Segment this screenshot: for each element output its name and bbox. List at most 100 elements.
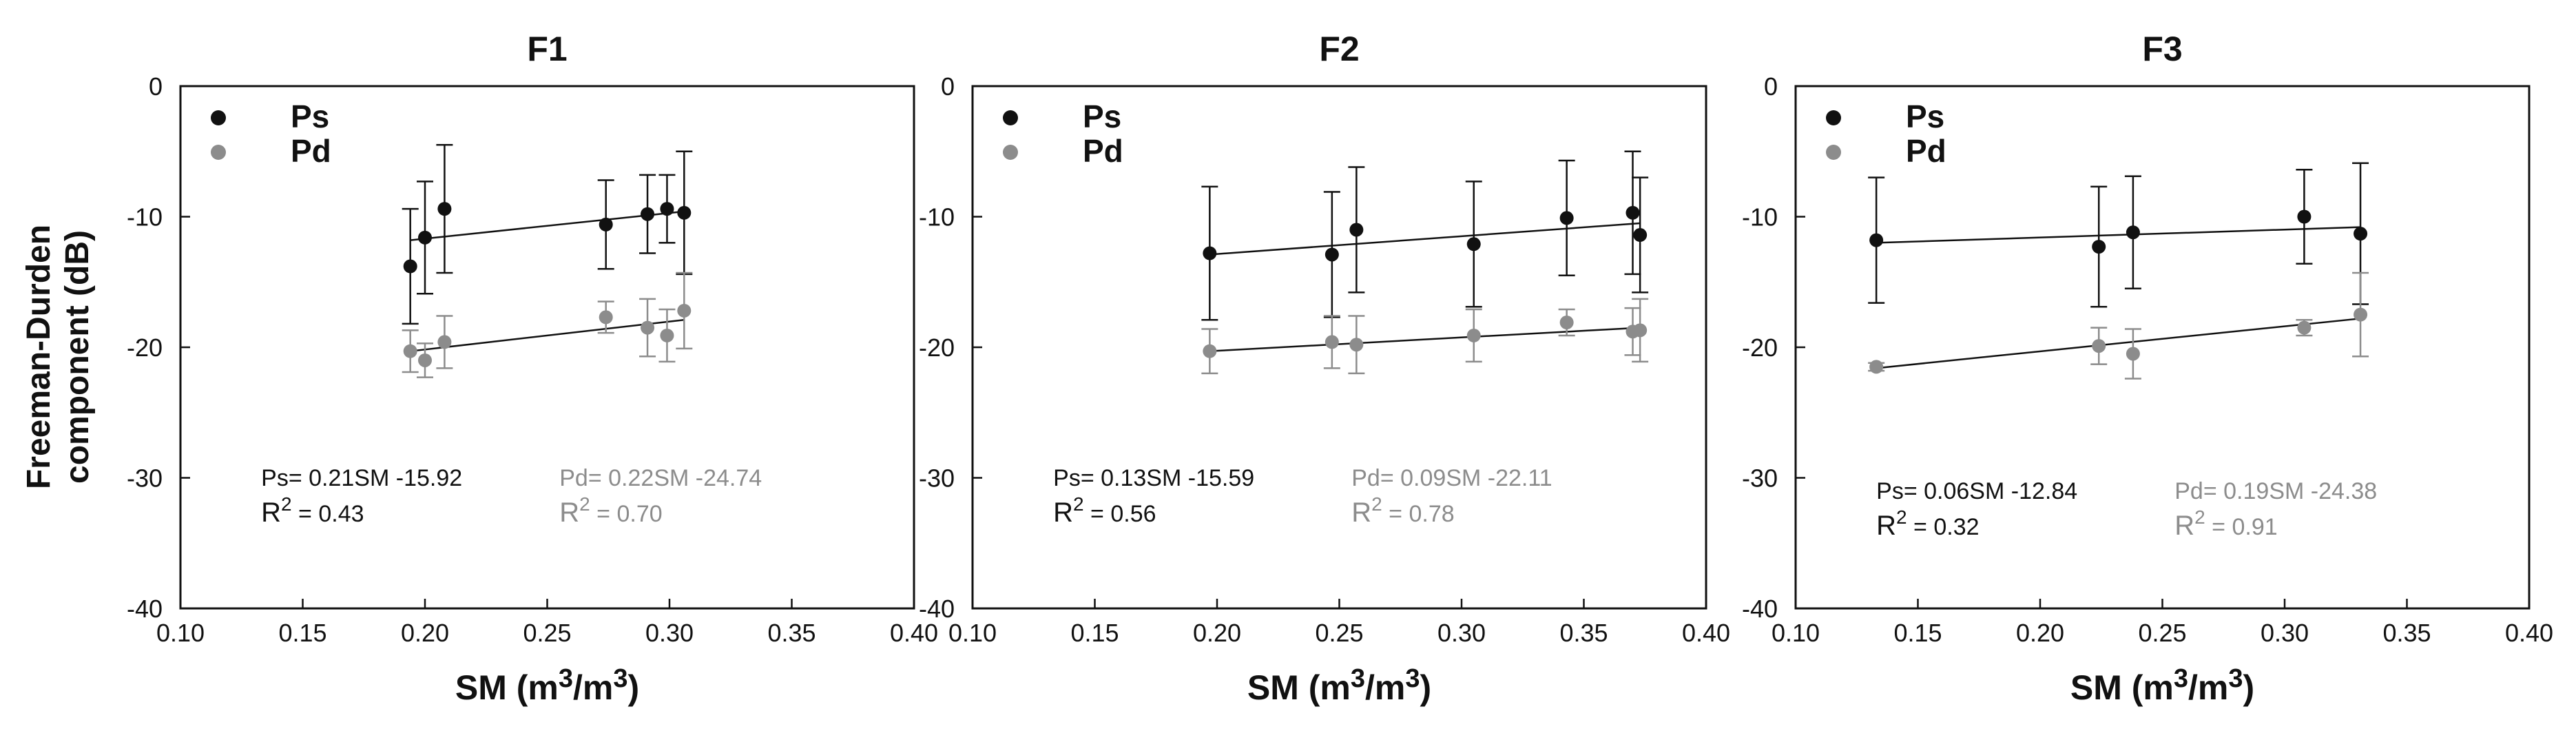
y-tick-label: -40 [1742,595,1778,623]
data-point-ps [1559,211,1574,225]
x-axis-label: SM (m3/m3) [1247,664,1431,707]
x-axis-label-end: ) [1420,668,1431,707]
r-squared-sup: 2 [1073,493,1084,515]
x-axis-label-main: SM (m [2070,668,2174,707]
chart-panel-f3: F3 0.10 0.15 0.20 0.25 0.30 0.35 0.40 0 -10 -20 -30… [1742,30,2553,707]
x-axis-label-sup: 3 [1351,664,1365,693]
fit-r-squared: R2 = 0.78 [1351,493,1454,528]
legend-marker-ps [1003,110,1018,125]
data-point-ps [1869,233,1884,247]
chart-title: F3 [2142,30,2182,68]
legend-label-pd: Pd [291,133,331,169]
data-point-ps [1466,237,1481,251]
y-tick-label: 0 [149,72,163,101]
y-tick-label: -10 [127,203,163,232]
x-tick-label: 0.25 [1315,619,1363,647]
x-axis-label-sup: 3 [2228,664,2243,693]
data-point-pd [403,344,417,358]
y-tick-label: 0 [1764,72,1778,101]
fit-line-ps [410,210,685,241]
y-axis-label-line1: Freeman-Durden [21,225,57,489]
r-squared-label: R [1053,497,1073,528]
r-squared-sup: 2 [1896,506,1907,528]
fit-equation: Pd= 0.19SM -24.38 [2174,478,2377,504]
r-squared-sup: 2 [281,493,292,515]
x-axis-label-sup: 3 [559,664,573,693]
r-squared-sup: 2 [1371,493,1382,515]
y-tick-label: -30 [1742,464,1778,493]
data-point-ps [1349,223,1364,237]
x-tick-label: 0.40 [890,619,938,647]
legend-label-ps: Ps [291,99,329,134]
data-point-ps [599,217,613,232]
data-point-pd [660,328,674,342]
data-point-pd [2126,347,2140,361]
y-tick-label: -10 [919,203,955,232]
r-squared-label: R [1351,497,1371,528]
legend-label-pd: Pd [1083,133,1123,169]
x-axis-label-end: ) [2243,668,2254,707]
data-point-ps [437,202,452,216]
x-axis-label-mid: /m [2188,668,2228,707]
x-tick-label: 0.15 [1893,619,1942,647]
y-tick-label: 0 [941,72,955,101]
x-tick-label: 0.25 [2138,619,2186,647]
fit-r-squared: R2 = 0.43 [261,493,364,528]
chart-title: F2 [1319,30,1359,68]
x-axis-label-sup: 3 [1405,664,1420,693]
fit-r-squared: R2 = 0.91 [2174,506,2277,541]
y-tick-label: -30 [127,464,163,493]
data-point-pd [1203,344,1217,358]
legend-marker-pd [1826,145,1841,160]
r-squared-value: = 0.91 [2205,514,2278,540]
data-point-ps [1325,247,1339,262]
legend-marker-pd [1003,145,1018,160]
data-point-ps [403,259,417,274]
chart-title: F1 [527,30,567,68]
x-axis-label-mid: /m [573,668,613,707]
x-tick-label: 0.35 [2382,619,2431,647]
data-point-pd [418,353,432,367]
x-tick-label: 0.10 [156,619,205,647]
x-tick-label: 0.20 [1193,619,1241,647]
fit-r-squared: R2 = 0.70 [559,493,662,528]
x-tick-label: 0.40 [1682,619,1730,647]
fit-line-pd [410,318,685,352]
r-squared-value: = 0.32 [1907,514,1980,540]
data-point-ps [2297,209,2312,224]
data-point-pd [1349,338,1364,352]
data-point-ps [1633,228,1648,243]
x-tick-label: 0.30 [645,619,694,647]
y-tick-label: -30 [919,464,955,493]
fit-line-pd [1876,318,2361,369]
data-point-pd [2092,339,2106,353]
y-tick-label: -20 [1742,333,1778,362]
data-point-pd [1325,335,1339,349]
fit-equation: Pd= 0.09SM -22.11 [1351,465,1552,491]
data-point-pd [2354,307,2368,322]
data-point-ps [2092,240,2106,254]
data-point-pd [1559,315,1574,329]
legend-marker-ps [1826,110,1841,125]
y-tick-label: -20 [127,333,163,362]
fit-line-ps [1876,226,2361,244]
data-point-pd [641,320,655,335]
fit-r-squared: R2 = 0.32 [1876,506,1979,541]
chart-panel-f1: F1 0.10 0.15 0.20 0.25 0.30 0.35 0.40 0 -10 -20 -30… [127,30,938,707]
data-point-ps [2126,225,2140,240]
chart-panel-f2: F2 0.10 0.15 0.20 0.25 0.30 0.35 0.40 0 -10 -20 -30… [919,30,1730,707]
legend-label-ps: Ps [1083,99,1121,134]
data-point-ps [641,207,655,221]
r-squared-label: R [261,497,281,528]
r-squared-label: R [1876,511,1896,541]
y-tick-label: -10 [1742,203,1778,232]
x-axis-label-mid: /m [1365,668,1405,707]
fit-r-squared: R2 = 0.56 [1053,493,1156,528]
x-axis-label-sup: 3 [2174,664,2188,693]
data-point-pd [1633,323,1648,338]
x-tick-label: 0.30 [2261,619,2309,647]
